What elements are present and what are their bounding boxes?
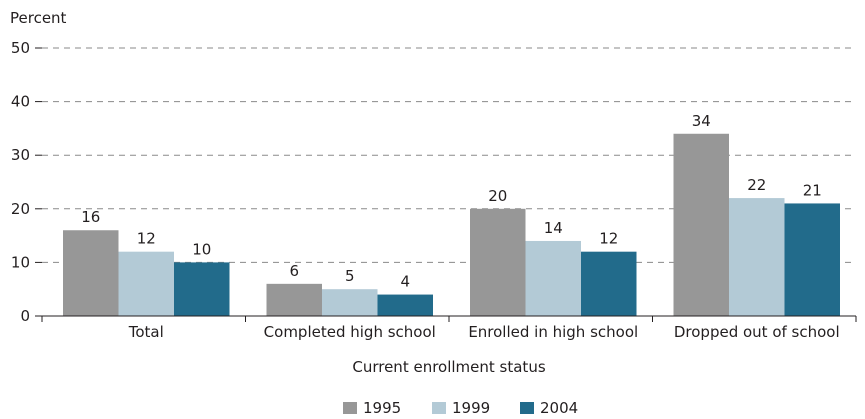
legend-swatch-2004 [520, 402, 534, 414]
y-tick-label: 20 [11, 200, 30, 218]
legend-swatch-1999 [432, 402, 446, 414]
bar-2004-0 [174, 262, 230, 316]
bar-2004-1 [377, 294, 433, 316]
x-tick-label: Dropped out of school [674, 323, 840, 341]
bar-value-label: 12 [599, 230, 618, 248]
y-tick-label: 10 [11, 253, 30, 271]
y-tick-label: 30 [11, 146, 30, 164]
legend-swatch-1995 [343, 402, 357, 414]
y-tick-label: 50 [11, 39, 30, 57]
x-axis-ticks: Total Completed high school Enrolled in hi… [41, 316, 857, 341]
y-axis-ticks: 0 10 20 30 40 50 [11, 39, 42, 325]
y-tick-label: 40 [11, 93, 30, 111]
bars: 16 12 10 6 5 4 20 14 12 34 22 21 [63, 112, 840, 316]
bar-2004-2 [581, 251, 637, 316]
bar-value-label: 10 [192, 240, 211, 258]
bar-value-label: 16 [81, 208, 100, 226]
bar-value-label: 20 [488, 187, 507, 205]
bar-value-label: 12 [137, 230, 156, 248]
bar-value-label: 6 [289, 262, 299, 280]
bar-1995-3 [673, 133, 729, 316]
bar-value-label: 5 [345, 267, 355, 285]
legend: 1995 1999 2004 [343, 399, 578, 417]
bar-1999-1 [322, 289, 378, 316]
bar-value-label: 34 [692, 112, 711, 130]
bar-value-label: 21 [803, 181, 822, 199]
x-tick-label: Enrolled in high school [468, 323, 638, 341]
bar-1999-0 [118, 251, 174, 316]
bar-value-label: 14 [544, 219, 563, 237]
bar-value-label: 4 [400, 273, 410, 291]
y-axis-title: Percent [10, 9, 67, 27]
legend-label: 1995 [363, 399, 401, 417]
bar-1995-1 [266, 283, 322, 316]
x-tick-label: Completed high school [264, 323, 436, 341]
y-tick-label: 0 [20, 307, 30, 325]
bar-1999-2 [525, 240, 581, 316]
x-axis-title: Current enrollment status [352, 358, 545, 376]
bar-1999-3 [729, 198, 785, 316]
bar-1995-2 [470, 208, 526, 316]
bar-1995-0 [63, 230, 119, 316]
legend-label: 1999 [452, 399, 490, 417]
x-tick-label: Total [128, 323, 164, 341]
bar-value-label: 22 [747, 176, 766, 194]
legend-label: 2004 [540, 399, 578, 417]
bar-2004-3 [784, 203, 840, 316]
